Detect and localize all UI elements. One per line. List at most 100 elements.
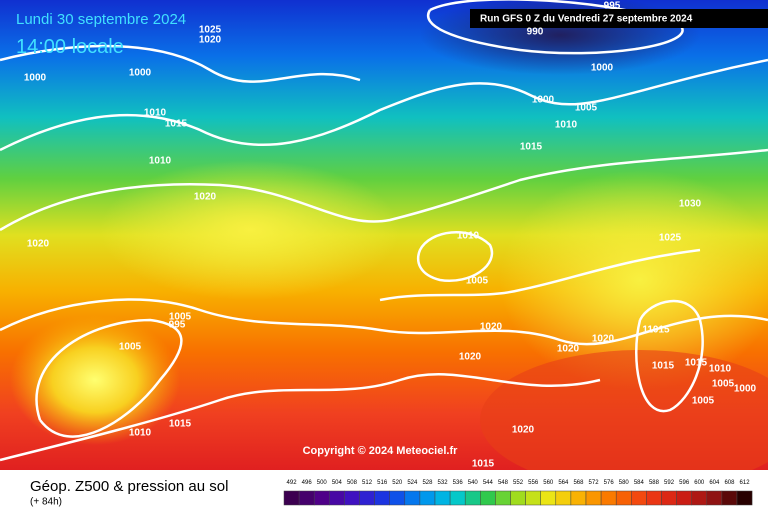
date: Lundi 30 septembre 2024 <box>16 11 186 28</box>
legend-label: 540 <box>468 480 479 486</box>
ridge <box>500 170 768 390</box>
legend-swatch <box>721 490 738 506</box>
isobar-label: 1025 <box>659 233 682 244</box>
legend-swatch <box>464 490 481 506</box>
legend-label: 536 <box>453 480 464 486</box>
legend-label: 544 <box>483 480 494 486</box>
legend-label: 532 <box>438 480 449 486</box>
isobar-label: 1015 <box>169 419 192 430</box>
footer-lead: (+ 84h) <box>30 497 62 508</box>
isobar-label: 1000 <box>591 63 614 74</box>
ridge <box>100 160 400 300</box>
legend-label: 504 <box>332 480 343 486</box>
legend-swatch <box>525 490 541 506</box>
legend-swatch <box>344 490 360 506</box>
legend-swatch <box>706 490 723 506</box>
isobar-label: 1010 <box>129 428 152 439</box>
isobar-label: 1000 <box>532 95 555 106</box>
legend-swatch <box>419 490 436 506</box>
legend-label: 576 <box>604 480 615 486</box>
legend-swatch <box>570 490 587 506</box>
legend-label: 512 <box>362 480 373 486</box>
legend-swatch <box>495 490 511 506</box>
isobar-label: 1010 <box>457 231 480 242</box>
isobar-label: 1015 <box>165 119 188 130</box>
legend-label: 496 <box>302 480 313 486</box>
isobar-label: 1025 <box>199 25 222 36</box>
legend-swatch <box>691 490 708 506</box>
legend-label: 528 <box>422 480 433 486</box>
legend-swatch <box>389 490 406 506</box>
isobar-label: 1020 <box>480 322 503 333</box>
legend-swatch <box>540 490 557 506</box>
legend-label: 584 <box>634 480 645 486</box>
legend-label: 612 <box>740 480 751 486</box>
isobar-label: 1020 <box>459 352 482 363</box>
legend-label: 492 <box>287 480 298 486</box>
legend-swatch <box>676 490 692 506</box>
isobar-label: 1010 <box>555 120 578 131</box>
isobar-label: 1015 <box>652 361 675 372</box>
isobar-label: 11015 <box>642 325 670 336</box>
legend-label: 564 <box>558 480 569 486</box>
cutoff <box>10 315 180 445</box>
legend-swatch <box>480 490 496 506</box>
legend-swatch <box>283 490 300 506</box>
legend-swatch <box>434 490 451 506</box>
isobar-label: 1005 <box>119 342 142 353</box>
isobar-label: 1020 <box>194 192 217 203</box>
isobar-label: 1005 <box>575 103 598 114</box>
isobar-label: 1005 <box>466 276 489 287</box>
legend-label: 516 <box>377 480 388 486</box>
legend-swatch <box>555 490 572 506</box>
isobar-label: 1020 <box>557 344 580 355</box>
legend-label: 588 <box>649 480 660 486</box>
isobar-label: 1010 <box>149 156 172 167</box>
legend-swatch <box>298 490 315 506</box>
legend-swatch <box>661 490 677 506</box>
legend-swatch <box>313 490 330 506</box>
isobar-label: 1015 <box>472 459 495 470</box>
time: 14:00 locale <box>16 36 124 58</box>
legend-swatch <box>374 490 390 506</box>
legend-label: 604 <box>709 480 720 486</box>
legend-label: 560 <box>543 480 554 486</box>
legend-swatch <box>510 490 526 506</box>
run-banner <box>470 9 768 28</box>
isobar-label: 990 <box>527 27 544 38</box>
isobar-label: 1000 <box>129 68 152 79</box>
isobar-label: 1020 <box>199 35 222 46</box>
copyright: Copyright © 2024 Meteociel.fr <box>303 445 459 457</box>
legend-label: 524 <box>407 480 418 486</box>
legend-label: 500 <box>317 480 328 486</box>
legend-swatch <box>646 490 662 506</box>
legend-label: 592 <box>664 480 675 486</box>
color-legend: 492 496 500 504 508 512 516 520 524 528 532 536 540 5… <box>283 480 753 506</box>
legend-label: 596 <box>679 480 690 486</box>
legend-swatch <box>585 490 602 506</box>
legend-label: 568 <box>573 480 584 486</box>
legend-swatch <box>631 490 647 506</box>
isobar-label: 1005 <box>712 379 735 390</box>
isobar-label: 1020 <box>592 334 615 345</box>
isobar-label: 1000 <box>24 73 47 84</box>
legend-label: 508 <box>347 480 358 486</box>
legend-swatch <box>600 490 617 506</box>
isobar-label: 1020 <box>512 425 535 436</box>
legend-label: 608 <box>724 480 735 486</box>
legend-label: 556 <box>528 480 539 486</box>
isobar-label: 1015 <box>685 358 708 369</box>
isobar-label: 1010 <box>144 108 167 119</box>
legend-swatch <box>449 490 466 506</box>
footer-title: Géop. Z500 & pression au sol <box>30 478 228 495</box>
isobar-label: 1005 <box>692 396 715 407</box>
isobars <box>0 0 768 460</box>
isobar-label: 995 <box>604 1 621 12</box>
legend-swatch <box>359 490 375 506</box>
legend-swatch <box>736 490 753 506</box>
isobar-label: 1010 <box>709 364 732 375</box>
legend-swatch <box>404 490 421 506</box>
legend-label: 572 <box>589 480 600 486</box>
